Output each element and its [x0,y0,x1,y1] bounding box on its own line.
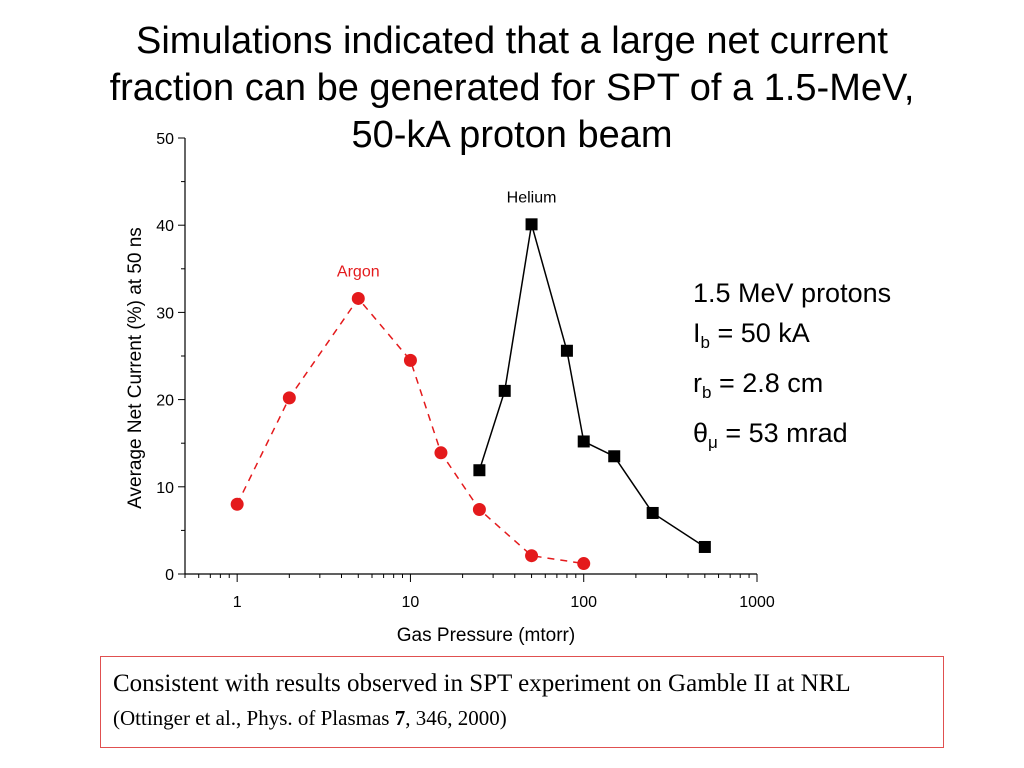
helium-data-point [525,218,538,231]
helium-series-label: Helium [507,189,557,206]
title-line-2: fraction can be generated for SPT of a 1… [109,67,915,109]
citation-reference: (Ottinger et al., Phys. of Plasmas 7, 34… [113,706,507,730]
title-line-3: 50-kA proton beam [351,114,673,156]
y-axis-title: Average Net Current (%) at 50 ns [125,227,146,509]
citation-ref-prefix: (Ottinger et al., Phys. of Plasmas [113,706,390,730]
chart-labels: 0 10 20 30 40 50 1 10 100 1000 Gas Pressure (mtorr… [125,131,775,646]
chart-series-lines [236,224,706,565]
param-current-subscript: b [700,333,710,352]
param-energy: 1.5 MeV protons [693,278,892,308]
y-tick-label: 30 [156,305,174,322]
net-current-chart: 0 10 20 30 40 50 1 10 100 1000 Gas Pressure (mtorr… [125,131,775,646]
y-tick-label: 10 [156,480,174,497]
helium-data-point [646,506,659,519]
param-radius-value: = 2.8 cm [711,368,824,398]
helium-data-point [577,435,590,448]
x-axis-title: Gas Pressure (mtorr) [397,625,575,646]
helium-series-line [478,224,706,548]
param-radius-subscript: b [702,383,712,402]
helium-data-point [560,344,573,357]
helium-data-point [473,464,486,477]
param-radius: rb = 2.8 cm [693,363,891,413]
chart-series-marks [230,218,711,571]
helium-data-point [498,384,511,397]
param-current-symbol: I [693,318,701,348]
citation-ref-volume: 7 [394,706,406,730]
y-tick-label: 20 [156,393,174,410]
param-theta-value: = 53 mrad [717,418,848,448]
y-tick-label: 50 [156,131,174,148]
citation-box: Consistent with results observed in SPT … [100,656,944,748]
param-radius-symbol: r [693,368,702,398]
argon-data-point [282,391,296,405]
y-tick-label: 40 [156,218,174,235]
beam-parameters: 1.5 MeV protons Ib = 50 kA rb = 2.8 cm θ… [693,273,891,463]
title-line-1: Simulations indicated that a large net c… [136,20,888,62]
argon-data-point [472,502,486,516]
param-theta: θμ = 53 mrad [693,413,891,463]
x-tick-label: 10 [402,594,420,611]
x-tick-label: 1000 [739,594,775,611]
param-theta-subscript: μ [708,433,718,452]
param-theta-symbol: θ [693,418,709,448]
citation-main: Consistent with results observed in SPT … [113,670,850,697]
argon-series-label: Argon [337,263,380,280]
param-current-value: = 50 kA [709,318,810,348]
argon-data-point [230,497,244,511]
helium-data-point [608,450,621,463]
argon-data-point [434,446,448,460]
argon-data-point [525,549,539,563]
argon-data-point [403,353,417,367]
x-tick-label: 1 [233,594,242,611]
helium-data-point [698,540,711,553]
x-tick-label: 100 [570,594,597,611]
argon-series-line [236,297,584,565]
param-current: Ib = 50 kA [693,313,891,363]
chart-axes [178,137,758,582]
argon-data-point [351,291,365,305]
y-tick-label: 0 [165,567,174,584]
slide-title: Simulations indicated that a large net c… [40,18,984,159]
argon-data-point [577,557,591,571]
citation-ref-suffix: , 346, 2000) [405,706,507,730]
